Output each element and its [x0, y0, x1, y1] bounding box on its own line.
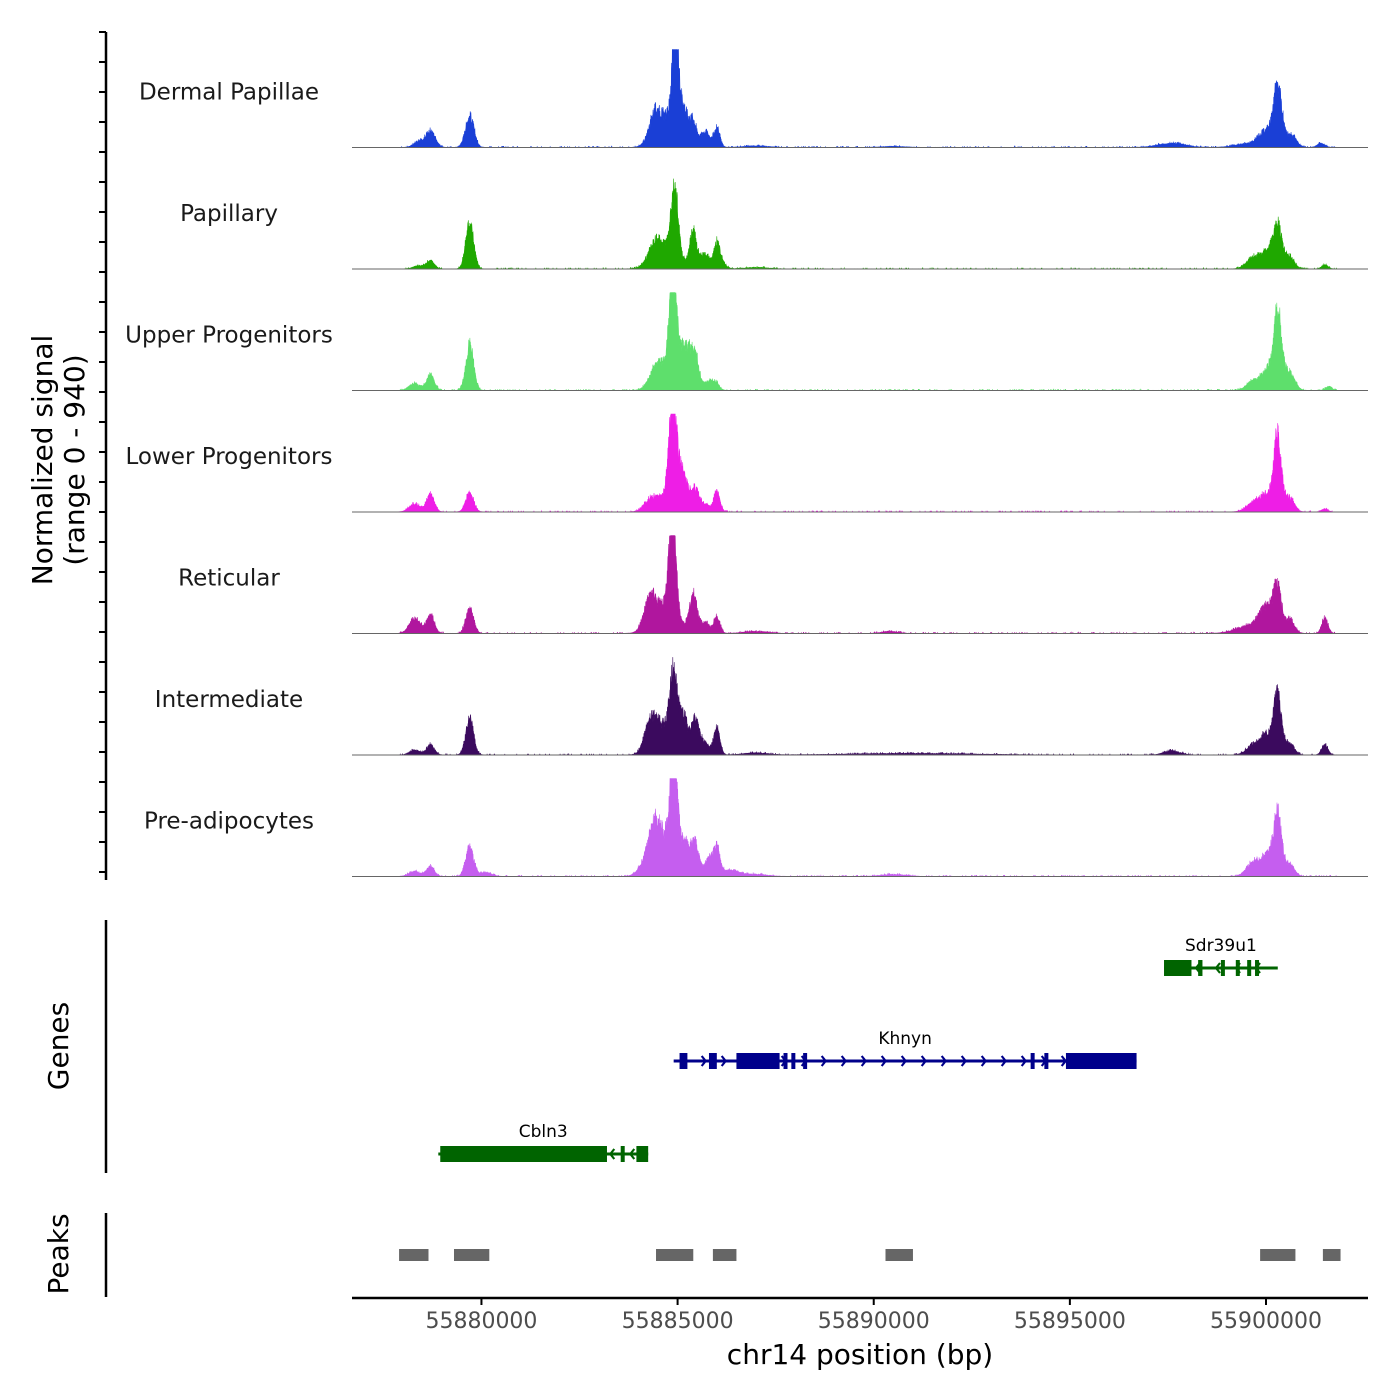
gene-khnyn: Khnyn: [673, 1029, 1137, 1069]
genes-panel-label: Genes: [42, 1002, 75, 1090]
gene-exon: [736, 1053, 780, 1069]
strand-arrow: [960, 1055, 968, 1067]
gene-exon: [803, 1053, 808, 1069]
signal-area: [398, 778, 1337, 878]
gene-exon: [708, 1053, 717, 1069]
signal-area: [398, 413, 1337, 513]
track-label: Dermal Papillae: [139, 80, 319, 106]
track-label: Upper Progenitors: [125, 323, 333, 349]
x-tick-label: 55885000: [622, 1309, 734, 1334]
peak-region: [656, 1249, 694, 1261]
x-tick-label: 55880000: [425, 1309, 537, 1334]
strand-arrow: [1020, 1055, 1028, 1067]
peak-region: [1322, 1249, 1341, 1261]
peak-region: [399, 1249, 429, 1261]
track-papillary: Papillary: [180, 178, 1368, 270]
genes-panel: Sdr39u1 Khnyn Cbln3: [104, 920, 1278, 1173]
strand-arrow: [880, 1055, 888, 1067]
strand-arrow: [1060, 1055, 1068, 1067]
gene-sdr39u1: Sdr39u1: [1164, 936, 1278, 976]
x-axis: 55880000 55885000 55890000 55895000 55900000: [352, 1296, 1368, 1334]
x-tick-label: 55900000: [1210, 1309, 1322, 1334]
gene-label: Sdr39u1: [1185, 936, 1257, 956]
track-label: Pre-adipocytes: [144, 809, 314, 835]
track-label: Intermediate: [155, 687, 303, 713]
strand-arrow: [920, 1055, 928, 1067]
signal-area: [398, 657, 1337, 756]
y-axis-title-line-1: Normalized signal: [26, 335, 59, 586]
strand-arrow: [940, 1055, 948, 1067]
strand-arrow: [720, 1055, 728, 1067]
track-upper-progenitors: Upper Progenitors: [125, 292, 1368, 392]
signal-area: [398, 535, 1337, 635]
strand-arrow: [608, 1148, 616, 1160]
y-axis-title-line-2: (range 0 - 940): [58, 354, 91, 565]
x-axis-title: chr14 position (bp): [727, 1338, 993, 1371]
track-reticular: Reticular: [178, 535, 1368, 635]
gene-exon: [791, 1053, 796, 1069]
signal-area: [398, 49, 1338, 149]
gene-label: Cbln3: [519, 1122, 568, 1142]
peaks-panel-label: Peaks: [42, 1213, 75, 1294]
signal-area: [398, 292, 1337, 392]
gene-exon: [1235, 960, 1240, 976]
peaks-panel: [104, 1213, 1341, 1297]
strand-arrow: [1214, 962, 1221, 974]
track-dermal-papillae: Dermal Papillae: [139, 49, 1368, 149]
track-label: Reticular: [178, 566, 280, 592]
gene-exon: [1247, 960, 1252, 976]
gene-exon: [440, 1146, 607, 1162]
x-tick-label: 55895000: [1014, 1309, 1126, 1334]
peak-region: [453, 1249, 490, 1261]
strand-arrow: [820, 1055, 828, 1067]
signal-panel: Dermal Papillae Papillary Upper Progenitor…: [99, 31, 1368, 880]
gene-exon: [1255, 960, 1260, 976]
gene-exon: [1198, 960, 1203, 976]
track-intermediate: Intermediate: [155, 657, 1368, 756]
peak-region: [1260, 1249, 1296, 1261]
strand-arrow: [628, 1148, 636, 1160]
track-pre-adipocytes: Pre-adipocytes: [144, 778, 1368, 878]
gene-cbln3: Cbln3: [438, 1122, 649, 1162]
track-label: Papillary: [180, 201, 278, 227]
strand-arrow: [840, 1055, 848, 1067]
gene-exon: [783, 1053, 788, 1069]
track-lower-progenitors: Lower Progenitors: [126, 413, 1368, 513]
gene-exon: [620, 1146, 625, 1162]
gene-exon: [1044, 1053, 1049, 1069]
gene-exon: [1030, 1053, 1035, 1069]
signal-area: [398, 178, 1337, 270]
strand-arrow: [900, 1055, 908, 1067]
strand-arrow: [860, 1055, 868, 1067]
gene-exon: [1220, 960, 1225, 976]
gene-exon: [636, 1146, 649, 1162]
gene-exon: [1065, 1053, 1137, 1069]
strand-arrow: [1000, 1055, 1008, 1067]
gene-exon: [679, 1053, 688, 1069]
gene-label: Khnyn: [878, 1029, 932, 1049]
strand-arrow: [700, 1055, 708, 1067]
x-tick-label: 55890000: [818, 1309, 930, 1334]
track-label: Lower Progenitors: [126, 444, 333, 470]
peak-region: [885, 1249, 913, 1261]
gene-exon: [1164, 960, 1192, 976]
peak-region: [712, 1249, 737, 1261]
strand-arrow: [980, 1055, 988, 1067]
